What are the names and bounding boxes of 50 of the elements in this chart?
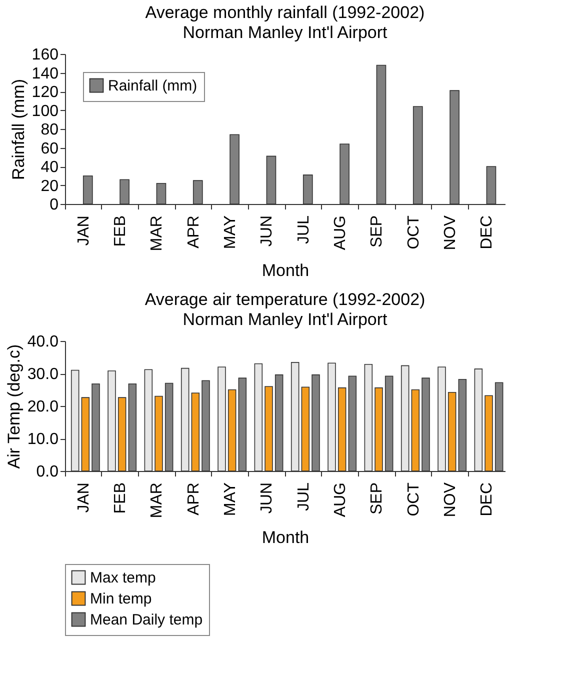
y-tick-label: 40	[40, 159, 59, 176]
x-tick-label: JUL	[295, 215, 312, 244]
x-tick-label: NOV	[442, 215, 459, 250]
y-axis-title: Rainfall (mm)	[8, 78, 28, 180]
y-tick-label: 20	[40, 178, 59, 195]
legend-label: Mean Daily temp	[90, 612, 203, 628]
chart-title: Average monthly rainfall (1992-2002)	[145, 3, 425, 22]
x-tick-label: MAR	[148, 482, 166, 518]
x-tick-label: JUN	[258, 482, 276, 514]
x-tick-label: OCT	[405, 482, 422, 516]
x-tick-label: JUL	[295, 482, 312, 511]
x-tick-label: APR	[185, 482, 202, 516]
x-tick-label: DEC	[478, 482, 496, 516]
y-tick-label: 30.0	[27, 366, 59, 383]
x-tick-label: MAY	[222, 482, 239, 516]
y-tick-label: 100	[32, 102, 59, 120]
x-tick-label: AUG	[332, 216, 349, 250]
x-tick-label: JUN	[258, 216, 276, 247]
x-tick-label: OCT	[405, 215, 422, 250]
x-tick-label: AUG	[332, 482, 349, 518]
x-tick-label: MAR	[148, 216, 166, 252]
y-tick-label: 0	[50, 196, 59, 214]
x-tick-label: SEP	[368, 216, 386, 248]
x-axis-title: Month	[262, 261, 310, 280]
legend-label: Rainfall (mm)	[108, 78, 198, 94]
x-tick-label: APR	[185, 216, 202, 248]
x-tick-label: JAN	[75, 482, 92, 513]
x-tick-label: FEB	[112, 216, 129, 247]
legend-label: Max temp	[90, 570, 156, 586]
chart-subtitle: Norman Manley Int'l Airport	[182, 310, 388, 329]
x-tick-label: FEB	[112, 482, 129, 514]
y-tick-label: 160	[32, 46, 59, 64]
y-tick-label: 20.0	[27, 398, 59, 416]
x-axis-title: Month	[262, 528, 310, 548]
x-tick-label: NOV	[442, 482, 459, 518]
chart-subtitle: Norman Manley Int'l Airport	[182, 23, 388, 42]
y-tick-label: 140	[32, 65, 59, 82]
y-tick-label: 40.0	[27, 334, 59, 350]
chart-title: Average air temperature (1992-2002)	[144, 290, 426, 309]
y-axis-title: Air Temp (deg.c)	[4, 344, 24, 469]
x-tick-label: DEC	[478, 216, 496, 250]
x-tick-label: SEP	[368, 482, 386, 515]
y-tick-label: 10.0	[27, 431, 59, 448]
y-tick-label: 0.0	[36, 464, 59, 480]
legend-label: Min temp	[90, 590, 152, 608]
y-tick-label: 80	[40, 122, 59, 138]
x-tick-label: MAY	[222, 215, 239, 249]
y-tick-label: 60	[40, 140, 59, 158]
x-tick-label: JAN	[75, 216, 92, 246]
y-tick-label: 120	[32, 84, 59, 101]
